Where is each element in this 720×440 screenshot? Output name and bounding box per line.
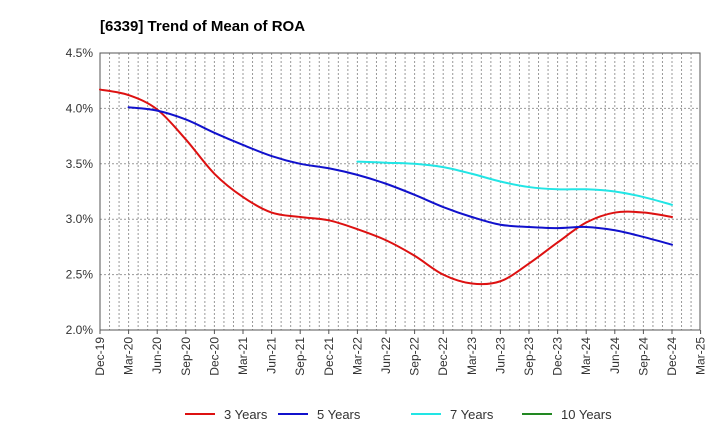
x-tick-label: Dec-20 bbox=[207, 337, 221, 376]
x-tick-label: Sep-24 bbox=[636, 337, 650, 376]
x-tick-label: Jun-23 bbox=[493, 337, 507, 374]
x-tick-label: Jun-21 bbox=[265, 337, 279, 374]
plot-frame bbox=[99, 52, 701, 331]
x-tick-label: Mar-20 bbox=[122, 337, 136, 375]
x-tick-label: Sep-20 bbox=[179, 337, 193, 376]
x-tick-label: Mar-25 bbox=[694, 337, 708, 375]
y-tick-label: 3.5% bbox=[66, 157, 94, 171]
x-tick-label: Sep-22 bbox=[408, 337, 422, 376]
legend-label-10-years: 10 Years bbox=[561, 407, 612, 422]
x-tick-label: Jun-24 bbox=[608, 337, 622, 374]
y-tick-label: 2.5% bbox=[66, 268, 94, 282]
x-tick-label: Dec-24 bbox=[665, 337, 679, 376]
series-line-5-years bbox=[127, 106, 673, 246]
x-tick-label: Sep-23 bbox=[522, 337, 536, 376]
series-line-7-years bbox=[356, 160, 673, 206]
legend-label-3-years: 3 Years bbox=[224, 407, 268, 422]
legend-label-7-years: 7 Years bbox=[450, 407, 494, 422]
y-tick-label: 2.0% bbox=[66, 323, 94, 337]
x-tick-label: Dec-21 bbox=[322, 337, 336, 376]
y-tick-label: 4.5% bbox=[66, 46, 94, 60]
plot-area: 2.0% 2.5% 3.0% 3.5% 4.0% 4.5% Dec-19 Mar-20 Jun-… bbox=[66, 46, 708, 376]
x-tick-label: Sep-21 bbox=[293, 337, 307, 376]
x-tick-label: Jun-22 bbox=[379, 337, 393, 374]
x-tick-label: Dec-22 bbox=[436, 337, 450, 376]
legend-label-5-years: 5 Years bbox=[317, 407, 361, 422]
x-tick-label: Mar-23 bbox=[465, 337, 479, 375]
x-tick-label: Mar-24 bbox=[579, 337, 593, 375]
x-tick-label: Mar-22 bbox=[350, 337, 364, 375]
x-tick-label: Mar-21 bbox=[236, 337, 250, 375]
x-tick-label: Dec-19 bbox=[93, 337, 107, 376]
x-tick-label: Dec-23 bbox=[551, 337, 565, 376]
y-tick-label: 3.0% bbox=[66, 212, 94, 226]
legend: 3 Years 5 Years 7 Years 10 Years bbox=[185, 407, 612, 422]
chart-title: [6339] Trend of Mean of ROA bbox=[100, 18, 305, 35]
x-tick-label: Jun-20 bbox=[150, 337, 164, 374]
y-tick-label: 4.0% bbox=[66, 101, 94, 115]
